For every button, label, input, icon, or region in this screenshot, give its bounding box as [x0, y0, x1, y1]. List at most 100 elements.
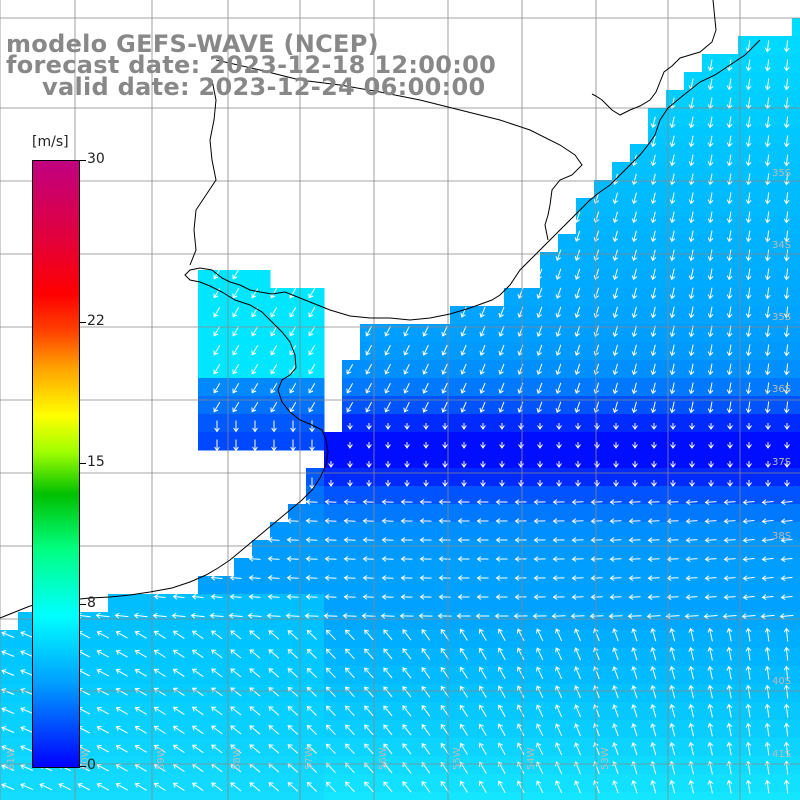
- wind-arrow: [345, 724, 355, 736]
- wind-cell: [558, 558, 577, 577]
- wind-cell: [666, 756, 685, 775]
- wind-cell: [162, 612, 181, 631]
- wind-arrow: [764, 646, 771, 661]
- wind-arrow: [459, 628, 468, 641]
- wind-arrow: [286, 536, 299, 543]
- wind-arrow: [423, 461, 429, 468]
- wind-arrow: [741, 613, 756, 620]
- wind-cell: [36, 792, 55, 800]
- wind-arrow: [783, 363, 790, 376]
- wind-cell: [288, 738, 307, 757]
- wind-cell: [774, 396, 793, 415]
- wind-arrow: [252, 420, 258, 433]
- wind-cell: [666, 522, 685, 541]
- wind-arrow: [688, 703, 695, 718]
- wind-arrow: [650, 703, 657, 718]
- wind-cell: [684, 756, 703, 775]
- wind-arrow: [651, 442, 657, 449]
- wind-arrow: [783, 627, 790, 642]
- wind-arrow: [761, 537, 774, 544]
- wind-arrow: [688, 627, 695, 642]
- wind-cell: [450, 522, 469, 541]
- wind-cell: [396, 774, 415, 793]
- wind-arrow: [440, 704, 450, 717]
- wind-arrow: [460, 306, 467, 318]
- wind-arrow: [172, 725, 185, 735]
- wind-arrow: [571, 518, 584, 524]
- wind-cell: [774, 522, 793, 541]
- wind-cell: [756, 288, 775, 307]
- wind-cell: [612, 612, 631, 631]
- wind-arrow: [366, 423, 372, 430]
- wind-cell: [720, 252, 739, 271]
- wind-cell: [540, 504, 559, 523]
- wind-cell: [144, 666, 163, 685]
- wind-arrow: [172, 706, 185, 716]
- wind-cell: [126, 630, 145, 649]
- wind-arrow: [631, 741, 638, 756]
- wind-arrow: [783, 59, 790, 72]
- wind-cell: [666, 504, 685, 523]
- wind-cell: [576, 414, 595, 433]
- wind-cell: [198, 306, 217, 325]
- wind-cell: [414, 450, 433, 469]
- wind-arrow: [746, 442, 752, 449]
- wind-arrow: [343, 537, 356, 543]
- wind-arrow: [631, 363, 638, 376]
- wind-cell: [306, 684, 325, 703]
- wind-cell: [252, 594, 271, 613]
- wind-arrow: [514, 594, 527, 600]
- wind-arrow: [305, 536, 318, 543]
- wind-cell: [522, 306, 541, 325]
- colorbar-label: 0: [87, 757, 96, 773]
- wind-cell: [288, 540, 307, 559]
- wind-arrow: [765, 423, 771, 430]
- wind-cell: [648, 612, 667, 631]
- wind-cell: [522, 342, 541, 361]
- wind-arrow: [364, 743, 374, 755]
- wind-cell: [486, 774, 505, 793]
- wind-cell: [558, 396, 577, 415]
- wind-cell: [18, 774, 37, 793]
- wind-arrow: [689, 461, 695, 468]
- wind-cell: [432, 594, 451, 613]
- wind-arrow: [575, 461, 581, 468]
- wind-arrow: [704, 537, 717, 544]
- wind-cell: [612, 792, 631, 800]
- wind-cell: [792, 486, 800, 505]
- colorbar-tick: [80, 160, 86, 161]
- wind-arrow: [232, 345, 240, 356]
- wind-arrow: [745, 268, 752, 281]
- wind-arrow: [745, 722, 752, 737]
- wind-cell: [324, 504, 343, 523]
- wind-cell: [720, 612, 739, 631]
- wind-arrow: [726, 268, 733, 281]
- wind-cell: [216, 342, 235, 361]
- wind-arrow: [213, 326, 221, 337]
- wind-cell: [774, 648, 793, 667]
- wind-cell: [288, 684, 307, 703]
- wind-cell: [252, 756, 271, 775]
- wind-cell: [648, 576, 667, 595]
- wind-cell: [342, 738, 361, 757]
- wind-arrow: [646, 613, 661, 620]
- wind-cell: [666, 666, 685, 685]
- wind-cell: [792, 396, 800, 415]
- wind-arrow: [213, 307, 221, 318]
- wind-cell: [522, 774, 541, 793]
- wind-cell: [738, 774, 757, 793]
- wind-cell: [216, 648, 235, 667]
- wind-arrow: [518, 480, 524, 487]
- wind-cell: [504, 522, 523, 541]
- wind-arrow: [383, 686, 393, 698]
- wind-arrow: [513, 613, 528, 619]
- wind-cell: [432, 522, 451, 541]
- wind-arrow: [230, 630, 242, 640]
- wind-cell: [702, 576, 721, 595]
- wind-cell: [522, 792, 541, 800]
- wind-arrow: [134, 725, 147, 734]
- wind-cell: [558, 774, 577, 793]
- wind-arrow: [308, 307, 316, 318]
- wind-cell: [612, 504, 631, 523]
- wind-cell: [756, 36, 775, 55]
